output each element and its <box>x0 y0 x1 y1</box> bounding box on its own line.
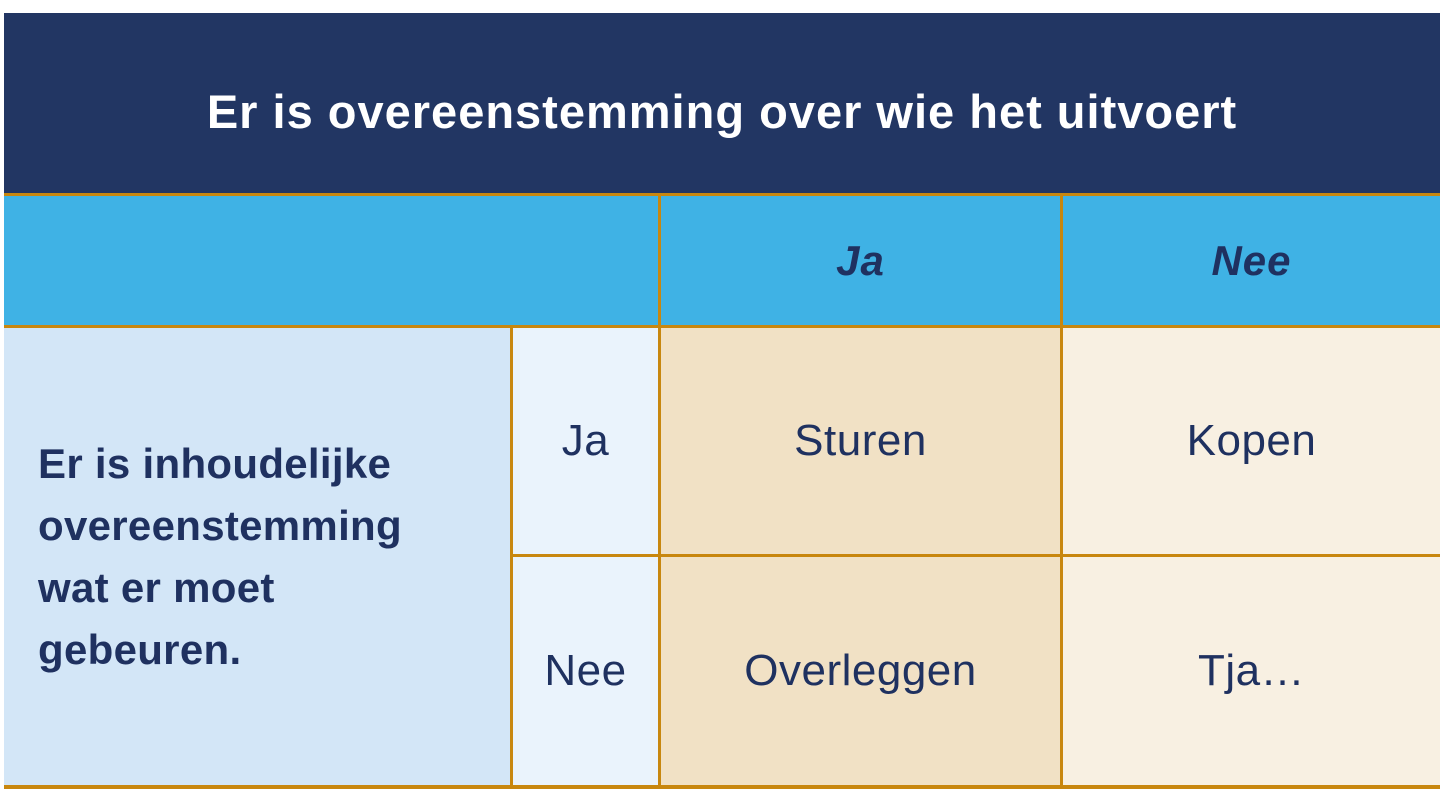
slide: Er is overeenstemming over wie het uitvo… <box>4 13 1440 789</box>
cell-nee-ja: Overleggen <box>658 554 1060 785</box>
row-axis-label: Er is inhoudelijke overeenstemming wat e… <box>4 325 510 785</box>
cell-ja-ja: Sturen <box>658 325 1060 554</box>
row-axis-label-text: Er is inhoudelijke overeenstemming wat e… <box>38 439 402 673</box>
row-header-ja: Ja <box>510 325 658 554</box>
cell-nee-nee: Tja… <box>1060 554 1440 785</box>
row-header-nee: Nee <box>510 554 658 785</box>
decision-matrix: Ja Nee Er is inhoudelijke overeenstemmin… <box>4 193 1440 789</box>
cell-ja-nee: Kopen <box>1060 325 1440 554</box>
title-band: Er is overeenstemming over wie het uitvo… <box>4 13 1440 193</box>
matrix-corner-cell <box>4 196 658 325</box>
column-header-ja: Ja <box>658 196 1060 325</box>
slide-title: Er is overeenstemming over wie het uitvo… <box>206 84 1238 138</box>
column-header-nee: Nee <box>1060 196 1440 325</box>
